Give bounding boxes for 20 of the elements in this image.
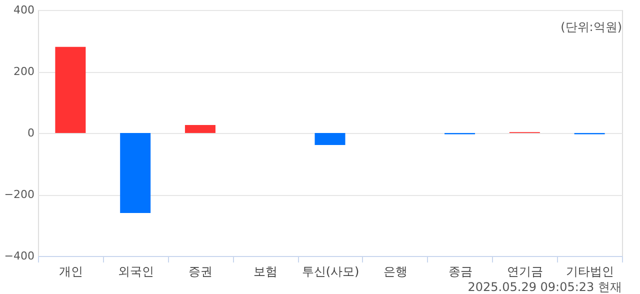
x-tick-label: 외국인 xyxy=(118,264,154,278)
x-tick-label: 투신(사모) xyxy=(302,264,360,278)
y-tick-label: 400 xyxy=(14,4,34,16)
x-tick-label: 은행 xyxy=(383,264,408,278)
y-tick-label: −200 xyxy=(4,188,34,201)
y-tick-label: −400 xyxy=(4,250,34,262)
annotation: (단위:억원) xyxy=(560,20,622,34)
text: 2025.05.29 09:05:23 현재 xyxy=(468,280,622,294)
x-tick-label: 개인 xyxy=(58,264,83,278)
bar xyxy=(314,133,346,145)
bar xyxy=(120,133,151,213)
x-tick-label: 증권 xyxy=(188,264,213,278)
bar xyxy=(55,46,86,133)
x-tick-label: 연기금 xyxy=(507,264,544,278)
x-tick-label: 기타법인 xyxy=(566,264,614,278)
y-tick-label: 200 xyxy=(14,65,34,78)
y-tick-label: 0 xyxy=(28,126,34,140)
x-tick-label: 종금 xyxy=(448,264,472,278)
x-tick-label: 보험 xyxy=(254,264,278,278)
bar xyxy=(184,125,216,133)
